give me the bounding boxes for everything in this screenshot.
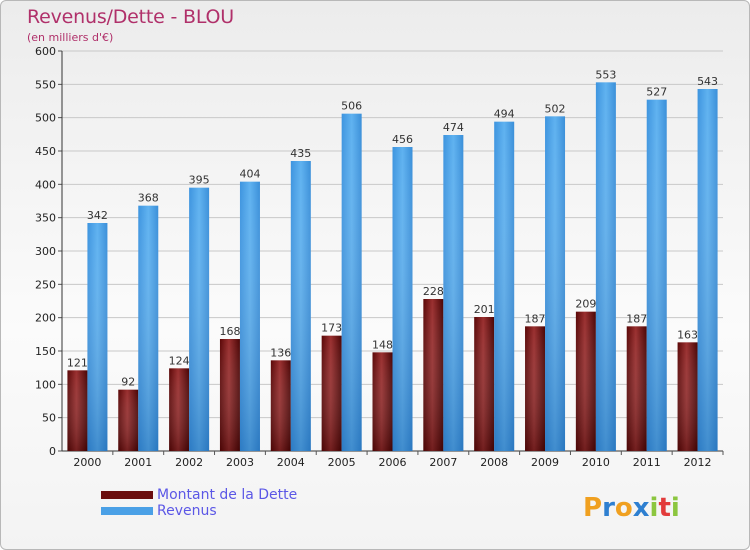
bar-shade [423, 299, 444, 451]
value-label-revenue: 342 [87, 209, 108, 222]
x-tick-label: 2001 [124, 456, 152, 469]
y-tick-label: 0 [49, 445, 56, 458]
value-label-revenue: 527 [646, 86, 667, 99]
bar-shade [494, 121, 515, 452]
value-label-revenue: 404 [239, 168, 260, 181]
bar-shade [646, 99, 667, 452]
value-label-revenue: 456 [392, 133, 413, 146]
value-label-debt: 187 [626, 312, 647, 325]
value-label-revenue: 506 [341, 100, 362, 113]
value-label-revenue: 494 [494, 108, 515, 121]
y-tick-label: 50 [42, 412, 56, 425]
value-label-debt: 209 [575, 298, 596, 311]
bar-shade [595, 82, 616, 451]
value-label-debt: 148 [372, 338, 393, 351]
bar-shade [67, 370, 88, 451]
bars [67, 82, 718, 452]
value-label-debt: 136 [270, 346, 291, 359]
x-tick-label: 2005 [328, 456, 356, 469]
legend-swatch-revenue [101, 507, 153, 515]
bar-shade [239, 181, 260, 451]
bar-shade [87, 223, 108, 451]
x-tick-label: 2012 [684, 456, 712, 469]
value-label-debt: 92 [121, 376, 135, 389]
bar-shade [189, 187, 210, 451]
y-tick-label: 250 [35, 278, 56, 291]
x-tick-label: 2000 [73, 456, 101, 469]
legend-swatch-debt [101, 491, 153, 499]
value-label-revenue: 543 [697, 75, 718, 88]
bar-shade [697, 89, 718, 451]
y-tick-label: 200 [35, 312, 56, 325]
value-label-debt: 168 [219, 325, 240, 338]
x-tick-label: 2010 [582, 456, 610, 469]
legend-label-debt: Montant de la Dette [157, 487, 298, 503]
bar-shade [321, 335, 342, 451]
bar-shade [575, 311, 596, 451]
chart-subtitle: (en milliers d'€) [27, 31, 114, 44]
value-label-debt: 201 [474, 303, 495, 316]
value-label-revenue: 368 [138, 192, 159, 205]
x-tick-label: 2007 [429, 456, 457, 469]
x-tick-label: 2002 [175, 456, 203, 469]
value-label-revenue: 502 [545, 102, 566, 115]
value-label-debt: 121 [67, 356, 88, 369]
value-label-revenue: 553 [595, 68, 616, 81]
value-label-revenue: 395 [189, 174, 210, 187]
chart-title: Revenus/Dette - BLOU [27, 6, 235, 28]
bar-shade [290, 161, 311, 451]
bar-shade [219, 339, 240, 451]
value-label-debt: 228 [423, 285, 444, 298]
legend-label-revenue: Revenus [157, 503, 217, 519]
proxiti-logo: Proxiti [583, 493, 680, 523]
bar-shade [545, 116, 566, 451]
bar-shade [474, 317, 495, 451]
axes: 0 50 100 150 200 250 300 350 400 450 500 550 600 2000… [35, 45, 724, 469]
bar-shade [525, 326, 546, 451]
bar-shade [341, 113, 362, 452]
bar-shade [372, 352, 393, 451]
y-tick-label: 150 [35, 345, 56, 358]
y-tick-label: 100 [35, 378, 56, 391]
y-tick-label: 550 [35, 78, 56, 91]
value-label-debt: 173 [321, 322, 342, 335]
y-tick-label: 350 [35, 212, 56, 225]
bar-shade [138, 205, 159, 451]
value-labels: 121 342 92 368 124 395 168 404 136 435 173 506 148 45… [67, 68, 718, 388]
x-tick-label: 2011 [633, 456, 661, 469]
value-label-revenue: 474 [443, 121, 464, 134]
y-tick-label: 500 [35, 112, 56, 125]
value-label-debt: 187 [525, 312, 546, 325]
svg-text:Proxiti: Proxiti [583, 493, 680, 523]
y-tick-label: 300 [35, 245, 56, 258]
y-tick-label: 450 [35, 145, 56, 158]
x-tick-label: 2008 [480, 456, 508, 469]
value-label-debt: 124 [169, 354, 190, 367]
y-tick-label: 400 [35, 178, 56, 191]
x-tick-label: 2004 [277, 456, 305, 469]
x-tick-label: 2003 [226, 456, 254, 469]
value-label-debt: 163 [677, 328, 698, 341]
bar-shade [392, 147, 413, 451]
bar-shade [118, 389, 139, 451]
bar-shade [270, 360, 291, 451]
x-tick-label: 2009 [531, 456, 559, 469]
bar-shade [677, 342, 698, 451]
x-tick-label: 2006 [379, 456, 407, 469]
bar-shade [626, 326, 647, 451]
value-label-revenue: 435 [290, 147, 311, 160]
y-tick-label: 600 [35, 45, 56, 58]
bar-shade [443, 135, 464, 451]
bar-shade [169, 368, 190, 451]
